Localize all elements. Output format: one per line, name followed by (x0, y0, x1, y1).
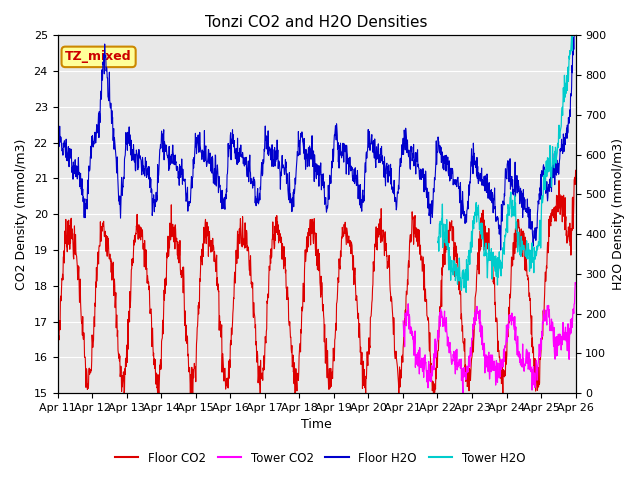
Floor H2O (465, 206, 472, 212)
Floor CO2 (120, 390, 128, 396)
Floor CO2 (227, 342, 235, 348)
Y-axis label: H2O Density (mmol/m3): H2O Density (mmol/m3) (612, 138, 625, 290)
Tower CO2 (510, 324, 518, 329)
Floor CO2 (572, 168, 579, 173)
Line: Floor CO2: Floor CO2 (58, 170, 575, 393)
Tower H2O (572, 33, 579, 38)
Floor CO2 (397, 373, 405, 379)
Text: TZ_mixed: TZ_mixed (65, 50, 132, 63)
Title: Tonzi CO2 and H2O Densities: Tonzi CO2 and H2O Densities (205, 15, 428, 30)
Floor H2O (397, 164, 404, 169)
Line: Tower CO2: Tower CO2 (403, 283, 575, 393)
Floor H2O (169, 142, 177, 148)
Legend: Floor CO2, Tower CO2, Floor H2O, Tower H2O: Floor CO2, Tower CO2, Floor H2O, Tower H… (110, 447, 530, 469)
Line: Floor H2O: Floor H2O (58, 36, 575, 250)
Floor H2O (570, 33, 578, 38)
X-axis label: Time: Time (301, 419, 332, 432)
Tower H2O (465, 253, 472, 259)
Tower H2O (510, 211, 518, 217)
Floor CO2 (157, 357, 164, 363)
Tower CO2 (465, 369, 472, 375)
Floor CO2 (465, 372, 472, 377)
Floor CO2 (511, 230, 518, 236)
Floor H2O (227, 130, 234, 136)
Line: Tower H2O: Tower H2O (438, 36, 575, 292)
Floor CO2 (169, 226, 177, 231)
Floor H2O (54, 158, 61, 164)
Tower CO2 (572, 281, 579, 287)
Floor H2O (511, 189, 518, 194)
Floor H2O (572, 33, 579, 38)
Floor H2O (497, 247, 504, 253)
Y-axis label: CO2 Density (mmol/m3): CO2 Density (mmol/m3) (15, 139, 28, 290)
Floor CO2 (54, 337, 61, 343)
Floor H2O (156, 146, 164, 152)
